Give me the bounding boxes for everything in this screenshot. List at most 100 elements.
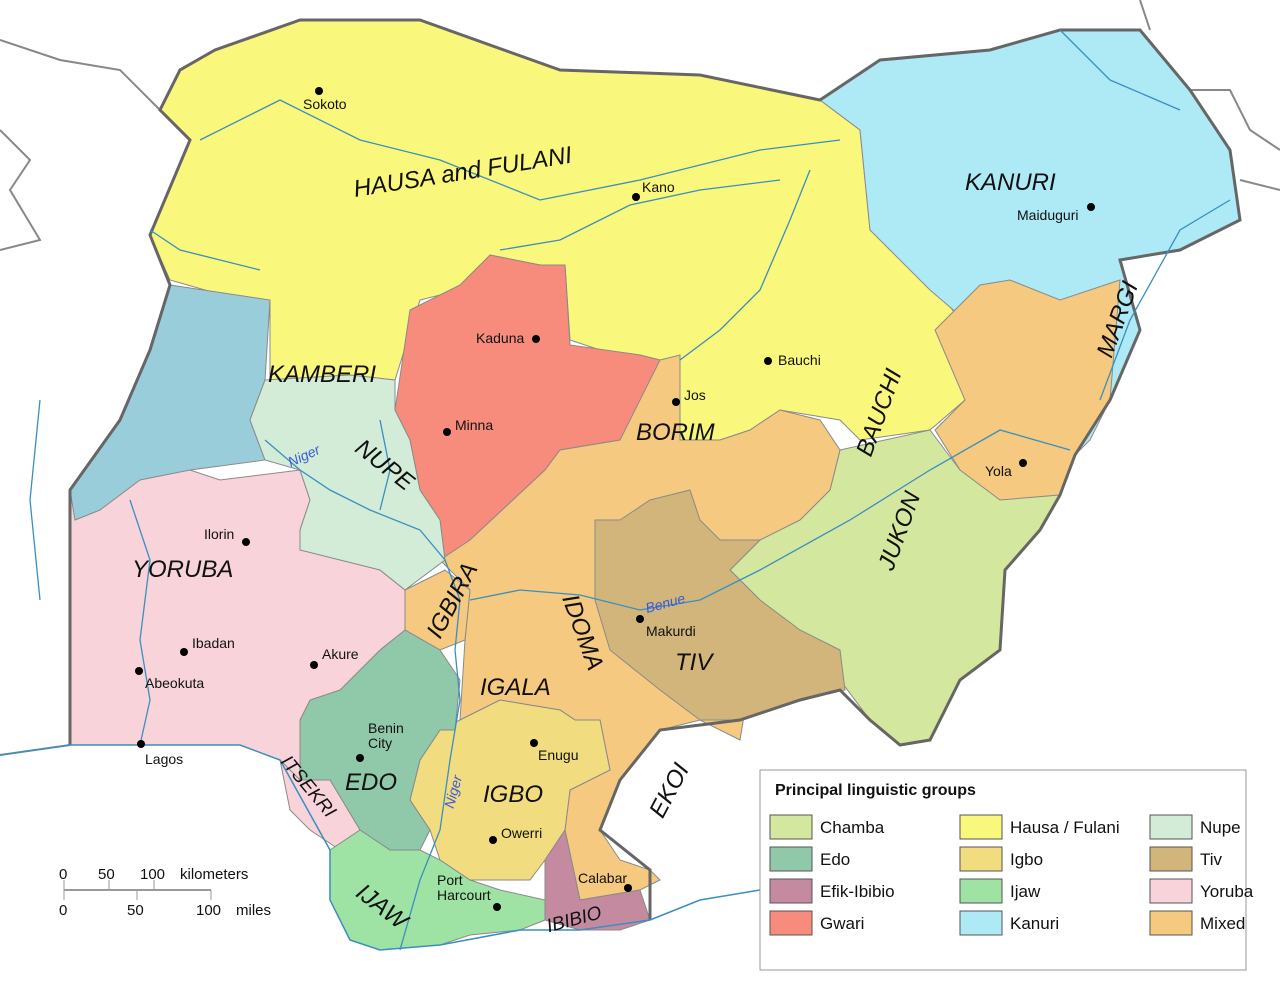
legend-label: Yoruba — [1200, 882, 1254, 901]
scale-mi-50: 50 — [127, 902, 144, 919]
scale-km-50: 50 — [98, 866, 115, 883]
legend-swatch — [769, 814, 813, 840]
city-dot — [624, 884, 632, 892]
legend-item: Ijaw — [959, 878, 1041, 904]
legend-swatch — [959, 878, 1003, 904]
rivers — [29, 29, 1231, 951]
legend-item: Igbo — [959, 846, 1043, 872]
region-nupe — [249, 374, 446, 591]
legend-swatch — [769, 846, 813, 872]
legend-label: Igbo — [1010, 850, 1043, 869]
city-kaduna: Kaduna — [476, 330, 540, 346]
legend-item: Efik-Ibibio — [769, 878, 895, 904]
city-dot — [180, 648, 188, 656]
legend-label: Edo — [820, 850, 850, 869]
legend-swatch — [1149, 846, 1193, 872]
city-dot — [315, 87, 323, 95]
city-ibadan: Ibadan — [180, 635, 235, 656]
label-tiv: TIV — [675, 649, 714, 676]
city-label: City — [368, 735, 392, 751]
scale-km-0: 0 — [59, 866, 67, 883]
city-kano: Kano — [632, 179, 675, 201]
label-ekoi: EKOI — [644, 759, 695, 823]
city-owerri: Owerri — [489, 825, 542, 844]
label-edo: EDO — [345, 769, 397, 796]
legend-item: Tiv — [1149, 846, 1223, 872]
legend-item: Nupe — [1149, 814, 1241, 840]
city-dot — [632, 193, 640, 201]
legend-swatch — [1149, 814, 1193, 840]
city-dot — [672, 398, 680, 406]
legend-label: Gwari — [820, 914, 864, 933]
city-makurdi: Makurdi — [636, 615, 696, 639]
scale-mi-100: 100 — [196, 902, 221, 919]
legend-item: Mixed — [1149, 910, 1245, 936]
city-dot — [443, 428, 451, 436]
legend-item: Hausa / Fulani — [959, 814, 1120, 840]
city-label: Ilorin — [204, 526, 234, 542]
city-akure: Akure — [310, 646, 359, 669]
label-igala: IGALA — [480, 674, 551, 701]
city-label: Lagos — [145, 751, 183, 767]
legend-item: Gwari — [769, 910, 864, 936]
legend-label: Efik-Ibibio — [820, 882, 895, 901]
city-dot — [530, 739, 538, 747]
legend-label: Mixed — [1200, 914, 1245, 933]
city-calabar: Calabar — [578, 870, 632, 892]
legend-swatch — [1149, 878, 1193, 904]
label-kamberi: KAMBERI — [268, 361, 376, 388]
scale-mi-0: 0 — [59, 902, 67, 919]
city-sokoto: Sokoto — [303, 87, 347, 112]
city-lagos: Lagos — [137, 740, 183, 767]
scale-mi-unit: miles — [236, 902, 271, 919]
scale-km-100: 100 — [140, 866, 165, 883]
legend-swatch — [959, 814, 1003, 840]
legend-label: Tiv — [1200, 850, 1223, 869]
city-enugu: Enugu — [530, 739, 578, 763]
legend-label: Hausa / Fulani — [1010, 818, 1120, 837]
city-label: Bauchi — [778, 352, 821, 368]
city-label: Enugu — [538, 747, 578, 763]
city-label: Owerri — [501, 825, 542, 841]
city-dot — [1019, 459, 1027, 467]
legend-label: Ijaw — [1010, 882, 1041, 901]
city-jos: Jos — [672, 387, 706, 406]
city-label: Benin — [368, 720, 404, 736]
city-dot — [764, 357, 772, 365]
city-label: Abeokuta — [145, 675, 204, 691]
legend-swatch — [1149, 910, 1193, 936]
city-dot — [242, 538, 250, 546]
city-maiduguri: Maiduguri — [1017, 203, 1095, 223]
legend-swatch — [959, 910, 1003, 936]
city-label: Makurdi — [646, 623, 696, 639]
national-border — [68, 18, 1242, 920]
city-dot — [135, 667, 143, 675]
city-dot — [356, 754, 364, 762]
legend-item: Chamba — [769, 814, 885, 840]
legend-item: Kanuri — [959, 910, 1059, 936]
legend: Principal linguistic groups Chamba Edo Efi… — [759, 769, 1254, 971]
legend-item: Yoruba — [1149, 878, 1254, 904]
city-minna: Minna — [443, 417, 493, 436]
coastline — [0, 744, 761, 951]
city-label: Akure — [322, 646, 359, 662]
city-label: Harcourt — [437, 887, 491, 903]
city-label: Yola — [985, 463, 1012, 479]
city-dot — [532, 335, 540, 343]
city-label: Calabar — [578, 870, 627, 886]
city-dot — [1087, 203, 1095, 211]
city-label: Kano — [642, 179, 675, 195]
region-tiv — [594, 489, 846, 721]
city-dot — [636, 615, 644, 623]
legend-label: Kanuri — [1010, 914, 1059, 933]
legend-label: Nupe — [1200, 818, 1241, 837]
city-label: Sokoto — [303, 96, 347, 112]
city-label: Port — [437, 872, 463, 888]
scale-km-unit: kilometers — [180, 866, 248, 883]
city-bauchi: Bauchi — [764, 352, 821, 368]
label-yoruba: YORUBA — [132, 556, 233, 583]
city-label: Jos — [684, 387, 706, 403]
